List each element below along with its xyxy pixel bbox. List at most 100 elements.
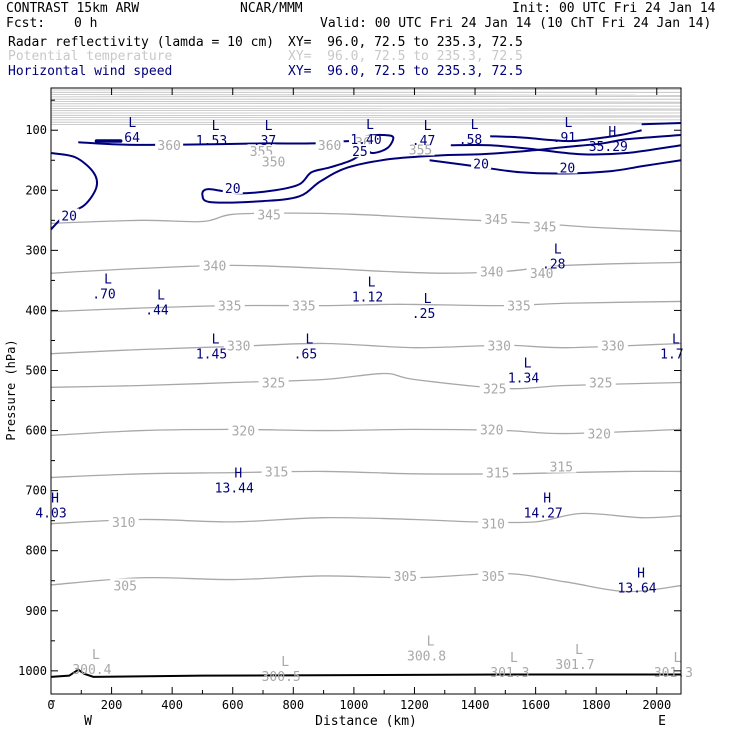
theta-label-bg [585,375,616,389]
wind-extremum-kind: L [524,356,532,371]
theta-contour-325 [50,372,682,390]
y-tick-label: 100 [25,123,47,137]
theta-label-bg [476,264,507,278]
theta-label-bg [254,207,285,221]
wind-extremum-value: 13.64 [618,582,657,597]
theta-label-335: 335 [292,300,315,315]
theta-contour-340 [50,261,682,274]
theta-label-330: 330 [227,339,250,354]
upper-theta-line [50,116,682,118]
theta-label-330: 330 [488,339,511,354]
wind-extremum-value: 13.44 [215,481,254,496]
theta-label-bg [526,266,557,280]
theta-label-upper: 350 [262,155,285,170]
x-tick-label: 1400 [461,698,490,712]
wind-extremum-kind: H [637,567,645,582]
x-tick-label: 1800 [582,698,611,712]
wind-extremum-value: 1.53 [196,134,227,149]
theta-extremum-value: 301.3 [654,666,693,681]
theta-label-bg [584,426,615,440]
theta-label-bg [482,465,513,479]
theta-label-upper: 355 [409,143,432,158]
field-theta-xy: XY= 96.0, 72.5 to 235.3, 72.5 [288,49,523,64]
theta-label-340: 340 [480,265,503,280]
theta-label-305: 305 [394,570,417,585]
wind-label-25: 25 [352,145,368,160]
theta-contour-315 [50,470,682,479]
theta-contour-305 [50,572,682,593]
theta-label-bg [247,144,276,158]
wind-label-bg [222,180,243,194]
wind-extremum-kind: L [104,272,112,287]
theta-label-bg [288,298,319,312]
upper-theta-line [50,102,682,105]
plot-frame [50,87,682,695]
theta-label-310: 310 [112,516,135,531]
wind-contour-30 [490,129,642,143]
wind-extremum-value: .64 [116,131,140,146]
theta-label-bg [228,423,259,437]
theta-label-330: 330 [601,339,624,354]
organization: NCAR/MMM [240,1,303,16]
upper-theta-line [50,114,682,117]
init-time: Init: 00 UTC Fri 24 Jan 14 [512,1,716,16]
wind-label-bg [59,208,80,222]
wind-extremum-kind: L [471,118,479,133]
y-axis-label: Pressure (hPa) [4,339,18,440]
theta-label-upper: 360 [318,139,341,154]
wind-extremum-kind: L [424,292,432,307]
field-wind-xy: XY= 96.0, 72.5 to 235.3, 72.5 [288,64,523,79]
theta-label-bg [479,381,510,395]
wind-extremum-value: .65 [294,347,317,362]
theta-label-315: 315 [486,467,509,482]
wind-extremum-value: 1.7 [660,347,683,362]
theta-label-bg [259,154,288,168]
theta-label-bg [529,219,560,233]
terrain-line [50,668,681,678]
wind-label-20: 20 [560,161,576,176]
theta-label-325: 325 [262,377,285,392]
theta-label-bg [406,142,435,156]
x-tick-label: 0 [47,698,54,712]
theta-label-bg [108,514,139,528]
upper-theta-line [50,121,682,124]
wind-label-20: 20 [61,210,77,225]
theta-extremum-kind: L [674,651,682,666]
theta-label-320: 320 [480,423,503,438]
wind-extremum-kind: L [366,118,374,133]
wind-extremum-kind: L [157,289,165,304]
theta-label-345: 345 [484,213,507,228]
wind-extremum-value: .37 [253,134,276,149]
west-end-label: W [84,714,92,729]
theta-contours [50,212,682,593]
y-tick-label: 600 [25,424,47,438]
theta-contour-345 [50,212,682,232]
upper-theta-line [50,94,682,96]
x-tick-label: 200 [101,698,123,712]
wind-extremum-value: .47 [412,134,435,149]
theta-label-345: 345 [533,220,556,235]
x-tick-label: 1600 [521,698,550,712]
wind-extremum-kind: L [306,332,314,347]
wind-contour-20 [429,159,682,175]
wind-label-20: 20 [473,157,489,172]
y-tick-label: 500 [25,364,47,378]
theta-contour-320 [50,428,682,437]
theta-label-bg [478,516,509,530]
contour-labels: 305 305 305 310 310 315 315 315 320 320 320 325 325 3… [35,116,693,685]
field-reflectivity-xy: XY= 96.0, 72.5 to 235.3, 72.5 [288,35,523,50]
theta-label-340: 340 [203,259,226,274]
wind-extremum-kind: H [234,466,242,481]
wind-label-bg [349,144,370,158]
forecast-label: Fcst: [6,16,46,31]
theta-label-bg [315,138,344,152]
wind-extremum-kind: L [564,116,572,131]
wind-extremum-value: .91 [553,131,576,146]
theta-contour-330 [50,342,682,355]
theta-label-bg [546,459,577,473]
wind-extremum-value: .28 [542,257,565,272]
upper-theta-line [50,108,682,110]
wind-extremum-kind: H [51,492,59,507]
wind-extremum-value: .44 [145,304,169,319]
